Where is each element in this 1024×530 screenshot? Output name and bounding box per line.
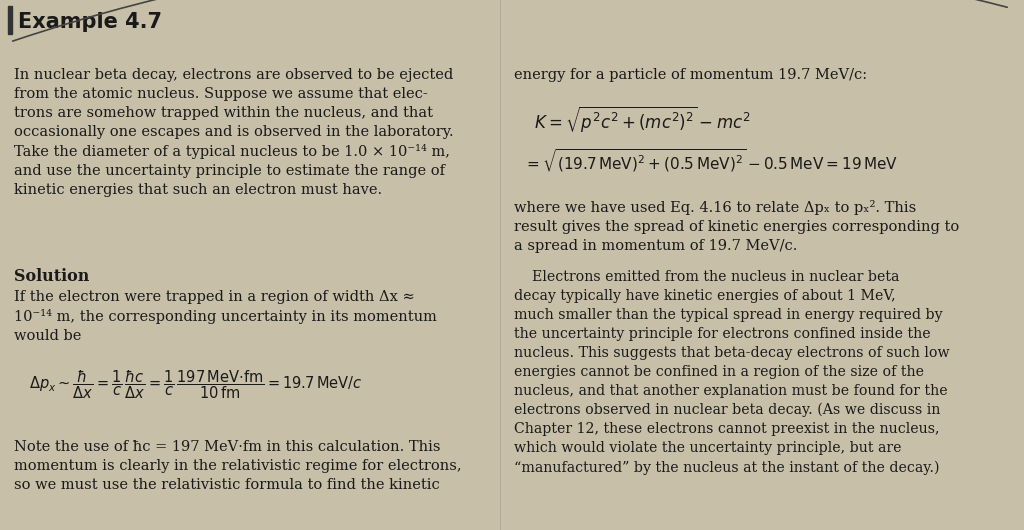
Text: Example 4.7: Example 4.7 — [18, 12, 162, 32]
Text: Electrons emitted from the nucleus in nuclear beta
decay typically have kinetic : Electrons emitted from the nucleus in nu… — [514, 270, 949, 475]
Text: $= \sqrt{(19.7\,\mathrm{MeV})^2 + (0.5\,\mathrm{MeV})^2} - 0.5\,\mathrm{MeV} = 1: $= \sqrt{(19.7\,\mathrm{MeV})^2 + (0.5\,… — [524, 148, 898, 175]
Text: where we have used Eq. 4.16 to relate Δpₓ to pₓ². This
result gives the spread o: where we have used Eq. 4.16 to relate Δp… — [514, 200, 959, 253]
Text: $\Delta p_x \sim \dfrac{\hbar}{\Delta x} = \dfrac{1}{c}\,\dfrac{\hbar c}{\Delta : $\Delta p_x \sim \dfrac{\hbar}{\Delta x}… — [29, 369, 362, 401]
Text: Note the use of ħc = 197 MeV·fm in this calculation. This
momentum is clearly in: Note the use of ħc = 197 MeV·fm in this … — [14, 440, 462, 492]
Text: In nuclear beta decay, electrons are observed to be ejected
from the atomic nucl: In nuclear beta decay, electrons are obs… — [14, 68, 454, 197]
Text: Solution: Solution — [14, 268, 89, 285]
Bar — [8, 6, 12, 34]
Text: If the electron were trapped in a region of width Δx ≈
10⁻¹⁴ m, the correspondin: If the electron were trapped in a region… — [14, 290, 437, 343]
Text: $K = \sqrt{p^2c^2 + (mc^2)^2} - mc^2$: $K = \sqrt{p^2c^2 + (mc^2)^2} - mc^2$ — [534, 105, 751, 135]
Text: energy for a particle of momentum 19.7 MeV/c:: energy for a particle of momentum 19.7 M… — [514, 68, 867, 82]
